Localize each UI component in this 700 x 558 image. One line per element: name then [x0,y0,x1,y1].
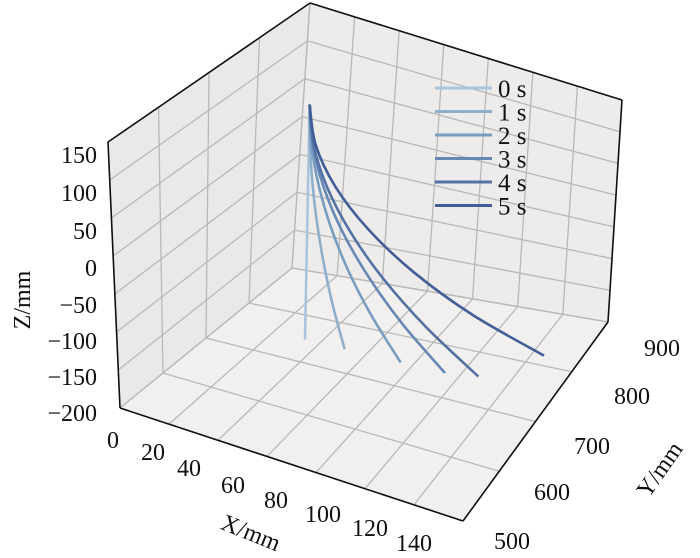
x-tick-label: 40 [177,456,201,482]
x-axis-line [119,407,464,522]
gridline-x-back [562,86,579,315]
gridline-x-back [517,72,534,307]
z-tick-label: 100 [61,181,97,207]
gridline-y-floor [162,372,500,472]
z-tick-label: −100 [47,329,97,355]
gridline-z-left [109,40,308,181]
legend-label-3: 3 s [498,147,526,174]
series-line-4 [308,104,480,378]
x-tick-label: 60 [221,473,245,499]
gridline-z-back [302,115,617,196]
y-axis-line [462,321,609,522]
series-line-1 [308,104,346,350]
gridline-z-back [291,267,609,323]
gridline-y-left [291,2,311,269]
y-tick-label: 900 [644,336,680,362]
floor-pane [120,268,608,521]
legend-label-2: 2 s [498,123,526,150]
legend-label-0: 0 s [498,76,526,103]
box-edge [309,2,623,101]
left-pane [108,3,310,408]
y-tick-label: 700 [574,434,610,460]
y-tick-label: 500 [494,529,530,555]
gridline-y-floor [248,302,572,373]
gridline-z-left [111,78,306,219]
legend-label-5: 5 s [498,194,526,221]
y-tick-label: 600 [534,480,570,506]
z-tick-label: −200 [47,401,97,427]
gridline-z-back [297,191,613,260]
gridline-x-back [381,30,400,284]
z-axis-line [107,141,121,409]
box-edge [607,99,623,323]
z-tick-label: 150 [61,143,97,169]
back-pane [292,3,622,322]
gridline-y-left [248,37,261,304]
gridline-z-left [112,116,303,257]
z-tick-label: 0 [85,256,97,282]
x-tick-label: 80 [264,488,288,514]
gridline-x-back [471,58,489,299]
gridline-y-floor [205,337,536,423]
z-tick-label: −50 [59,293,97,319]
gridline-z-left [114,153,301,295]
series-line-5 [308,104,545,357]
gridline-x-back [426,44,445,292]
legend-label-1: 1 s [498,100,526,127]
x-tick-label: 140 [396,531,432,557]
x-tick-label: 20 [141,440,165,466]
gridline-z-left [117,229,295,371]
x-tick-label: 0 [107,428,119,454]
gridline-z-back [299,153,615,228]
gridline-z-back [307,40,621,133]
x-tick-label: 120 [352,516,388,542]
x-axis-label: X/mm [217,510,284,557]
y-axis-label: Y/mm [632,437,689,502]
z-tick-label: −150 [47,365,97,391]
z-tick-label: 50 [73,219,97,245]
gridline-z-left [119,267,293,409]
box-edge [107,2,311,143]
x-tick-label: 100 [305,502,341,528]
legend-label-4: 4 s [498,170,526,197]
gridline-y-left [157,107,164,374]
z-axis-label: Z/mm [10,270,36,329]
gridline-x-back [336,16,356,276]
gridline-y-left [205,72,210,339]
series-line-2 [308,104,402,364]
y-tick-label: 800 [614,384,650,410]
gridline-z-left [116,191,298,333]
gridline-z-back [304,78,619,165]
